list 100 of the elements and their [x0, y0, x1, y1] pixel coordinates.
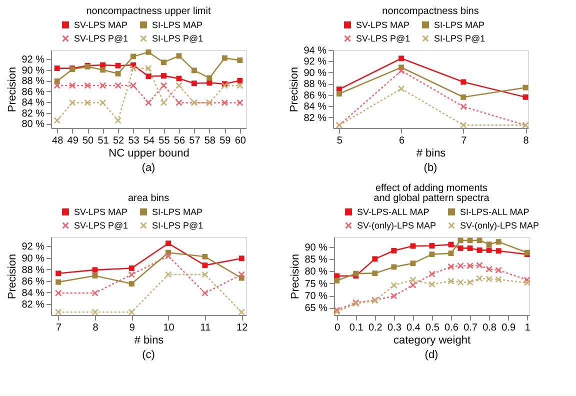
- point: [56, 270, 62, 276]
- point: [128, 271, 136, 278]
- legend-label: SI-LPS MAP: [434, 20, 485, 30]
- point: [176, 53, 182, 59]
- legend-label: SV-LPS-ALL MAP: [357, 206, 430, 217]
- point: [236, 99, 244, 106]
- point: [84, 82, 91, 89]
- point: [467, 245, 473, 251]
- x-tick-label: 58: [204, 136, 216, 146]
- point: [56, 279, 62, 285]
- point: [448, 242, 454, 248]
- point: [68, 82, 76, 89]
- point: [237, 78, 243, 84]
- point: [476, 275, 483, 282]
- x-tick-label: 60: [234, 136, 246, 146]
- y-tick-label: 65 %: [304, 303, 328, 314]
- text: (b): [424, 162, 438, 174]
- point: [146, 49, 152, 55]
- point: [164, 252, 172, 260]
- legend-label: SV-(only)-LPS MAP: [357, 220, 436, 230]
- legend-label: SV-LPS MAP: [356, 20, 410, 30]
- point: [522, 94, 528, 100]
- legend-label: SV-LPS P@1: [74, 220, 128, 230]
- legend-label: SV-LPS P@1: [74, 34, 128, 44]
- x-axis-title: # bins: [416, 148, 446, 160]
- x-tick-label: 1: [524, 322, 531, 334]
- legend-label: SV-LPS P@1: [356, 34, 410, 44]
- point: [146, 74, 152, 80]
- point: [460, 79, 466, 85]
- y-tick-label: 88 %: [22, 264, 45, 276]
- point: [391, 248, 397, 254]
- point: [92, 272, 98, 278]
- x-tick-label: 56: [174, 136, 186, 146]
- x-tick-label: 49: [67, 136, 79, 146]
- point: [145, 99, 152, 106]
- point: [458, 238, 464, 244]
- point: [54, 290, 62, 296]
- x-tick-label: 48: [52, 136, 64, 146]
- x-tick-label: 0.7: [464, 322, 478, 334]
- point: [145, 64, 152, 72]
- point: [391, 264, 397, 270]
- point: [202, 254, 208, 260]
- point: [222, 55, 228, 61]
- y-tick-label: 85 %: [304, 254, 328, 266]
- y-tick-label: 92 %: [304, 56, 327, 68]
- x-axis-title: NC upper bound: [108, 148, 190, 160]
- y-tick-label: 86 %: [22, 276, 45, 288]
- y-tick-label: 94 %: [304, 46, 327, 56]
- y-tick-label: 88 %: [22, 76, 45, 88]
- y-axis-title: Precision: [6, 66, 19, 112]
- point: [398, 85, 405, 92]
- point: [486, 247, 492, 253]
- x-tick-label: 57: [189, 136, 201, 146]
- point: [496, 248, 502, 254]
- point: [476, 247, 482, 253]
- x-tick-label: 6: [399, 136, 406, 146]
- y-tick-label: 82 %: [22, 300, 45, 311]
- point: [410, 243, 416, 249]
- y-tick-label: 82 %: [22, 108, 45, 120]
- chart-title: effect of adding moments: [375, 183, 488, 194]
- legend-label: SI-LPS MAP: [152, 206, 203, 217]
- point: [466, 278, 474, 286]
- point: [372, 270, 378, 276]
- point: [372, 256, 378, 262]
- y-tick-label: 90 %: [304, 68, 327, 79]
- point: [191, 68, 197, 74]
- point: [428, 270, 436, 278]
- point: [130, 82, 137, 89]
- x-tick-label: 59: [220, 136, 232, 146]
- point: [398, 56, 404, 62]
- x-tick-label: 51: [98, 136, 110, 146]
- x-tick-label: 0: [334, 322, 341, 334]
- point: [221, 99, 228, 106]
- x-tick-label: 54: [143, 136, 155, 146]
- point: [467, 238, 473, 244]
- point: [390, 292, 398, 300]
- y-tick-label: 88 %: [304, 79, 327, 90]
- y-axis-title: Precision: [288, 66, 301, 112]
- point: [458, 245, 464, 251]
- x-tick-label: 0.8: [482, 322, 497, 334]
- chart-subtitle: and global pattern spectra: [374, 193, 490, 204]
- point: [206, 80, 212, 86]
- x-tick-label: 7: [56, 322, 62, 334]
- x-tick-label: 0.9: [502, 322, 516, 334]
- point: [114, 82, 122, 89]
- y-tick-label: 92 %: [22, 54, 45, 66]
- y-tick-label: 70 %: [304, 291, 328, 302]
- point: [486, 276, 492, 282]
- chart-title: area bins: [128, 193, 170, 204]
- legend-label: SI-LPS P@1: [152, 220, 204, 230]
- point: [166, 240, 172, 246]
- point: [457, 262, 464, 270]
- point: [84, 99, 91, 106]
- point: [92, 290, 98, 296]
- y-axis-title: Precision: [6, 254, 19, 300]
- x-tick-label: 0.2: [368, 322, 383, 334]
- y-axis-title: Precision: [290, 254, 302, 300]
- point: [334, 278, 340, 284]
- point: [115, 62, 121, 68]
- point: [176, 82, 182, 89]
